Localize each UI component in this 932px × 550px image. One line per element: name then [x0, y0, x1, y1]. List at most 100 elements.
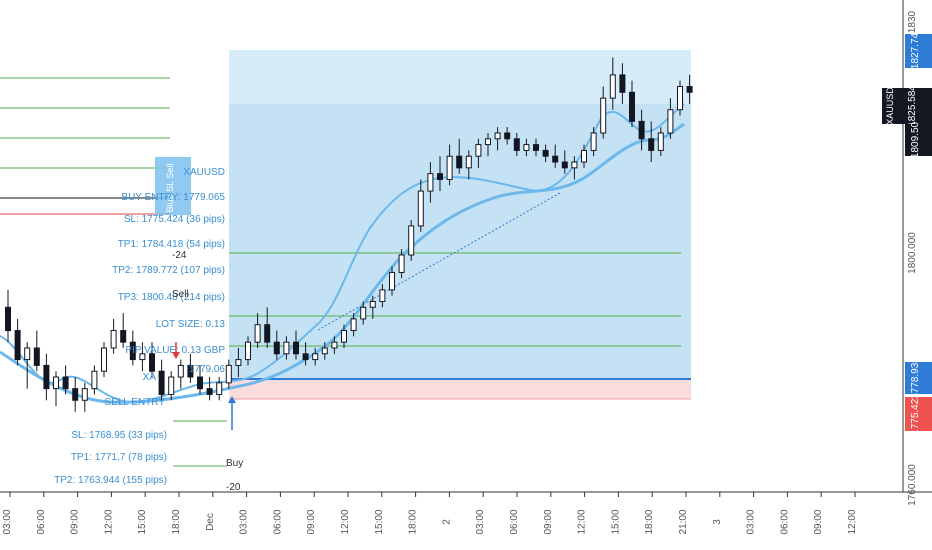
buy-marker[interactable]: Buy -20: [226, 396, 243, 493]
candle: [264, 324, 271, 343]
stop-zone: [229, 379, 691, 399]
x-tick-label: 18:00: [171, 509, 182, 534]
candle: [600, 97, 607, 134]
candle: [225, 364, 232, 384]
sell-marker[interactable]: Sell -24: [172, 250, 189, 359]
x-tick-label: 12:00: [103, 509, 114, 534]
candle: [590, 132, 597, 151]
candle: [206, 388, 213, 395]
x-tick-label: 03:00: [475, 509, 486, 534]
annotation-line: LOT SIZE: 0.13: [156, 319, 226, 330]
candle: [533, 144, 539, 151]
candle: [389, 271, 395, 291]
annotation-line: XAUUSD: [183, 167, 225, 178]
candle: [581, 149, 587, 163]
x-tick-label: 12:00: [340, 509, 351, 534]
candle: [43, 364, 50, 390]
x-tick-label: 06:00: [509, 509, 520, 534]
candle: [149, 353, 155, 372]
price-tag-value: 1827.74: [910, 32, 921, 69]
candle: [293, 341, 299, 355]
candle: [331, 341, 338, 349]
price-tag-value: 1825.584: [907, 85, 918, 127]
price-tag-upper: 1827.74: [905, 32, 932, 69]
price-tag-entry: 1778.936: [905, 357, 932, 399]
candle: [120, 330, 127, 343]
moving-average-slow: [0, 122, 685, 404]
annotation-line: TP3: 1800.48 (214 pips): [118, 292, 225, 303]
annotation-bottom: XA SELL ENTRY SL: 1768.95 (33 pips) TP1:…: [54, 372, 167, 486]
x-tick-label: 09:00: [543, 509, 554, 534]
candle: [101, 347, 107, 372]
x-tick-label: 03:00: [239, 509, 250, 534]
candle: [168, 376, 175, 395]
candle: [686, 85, 693, 93]
candle: [523, 144, 530, 151]
x-tick-label: 12:00: [577, 509, 588, 534]
candle: [302, 353, 309, 361]
price-tag-stop: 1775.423: [905, 393, 932, 435]
candle: [619, 74, 626, 93]
candle: [465, 155, 472, 169]
candle: [369, 300, 376, 308]
candle: [139, 353, 146, 361]
candle: [408, 225, 415, 256]
candle: [677, 85, 683, 111]
candle: [312, 353, 319, 361]
candle: [81, 388, 88, 401]
candle: [379, 289, 386, 302]
x-tick-label: 15:00: [137, 509, 148, 534]
x-tick-label: 12:00: [847, 509, 858, 534]
y-tick-label: 1830: [907, 10, 918, 33]
candle: [283, 341, 290, 355]
candles: [5, 57, 693, 412]
x-tick-label: 06:00: [36, 509, 47, 534]
annotation-line: TP2: 1789.772 (107 pips): [112, 265, 225, 276]
candle: [62, 376, 69, 390]
annotation-line: TP1: 1784.418 (54 pips): [118, 239, 225, 250]
candle: [648, 138, 655, 151]
candle: [609, 74, 616, 99]
x-tick-label: 06:00: [779, 509, 790, 534]
candle: [350, 318, 357, 332]
buy-offset-label: -20: [226, 482, 241, 493]
candle: [187, 364, 194, 378]
buy-label: Buy: [226, 458, 243, 469]
x-tick-label: Dec: [205, 513, 216, 531]
candle: [417, 190, 424, 227]
candle: [427, 173, 434, 192]
candle: [33, 347, 40, 366]
signal-box[interactable]: [155, 157, 191, 215]
candle: [638, 120, 645, 140]
x-tick-label: 15:00: [374, 509, 385, 534]
candle: [494, 132, 501, 140]
candle: [72, 388, 79, 401]
target-zone: [229, 104, 691, 379]
candle: [53, 376, 59, 390]
candle: [216, 382, 223, 395]
candle: [485, 138, 491, 146]
annotation-line: TP2: 1763.944 (155 pips): [54, 475, 167, 486]
candle: [245, 341, 251, 361]
candle: [657, 132, 664, 151]
price-tag-value: 1778.936: [910, 357, 921, 399]
annotation-line: BUY ENTRY: 1779.065: [121, 192, 225, 203]
sell-offset-label: -24: [172, 250, 187, 261]
x-axis-ticks: 03:00 06:00 09:00 12:00 15:00 18:00 Dec 03:00 06…: [2, 492, 858, 535]
x-tick-label: 03:00: [746, 509, 757, 534]
candle: [629, 91, 635, 122]
candle: [571, 161, 578, 169]
annotation-top: XAUUSD BUY ENTRY: 1779.065 SL: 1775.424 …: [112, 167, 225, 375]
candle: [437, 173, 443, 180]
candle: [542, 149, 549, 157]
candle: [446, 155, 453, 180]
x-tick-label: 18:00: [644, 509, 655, 534]
candle: [456, 155, 463, 169]
candle: [14, 330, 21, 361]
candle: [360, 306, 367, 320]
annotation-line: SELL ENTRY: [104, 397, 165, 408]
annotation-partial: XA: [143, 372, 157, 383]
candle: [504, 132, 511, 140]
y-tick-label: 1760.000: [907, 464, 918, 506]
